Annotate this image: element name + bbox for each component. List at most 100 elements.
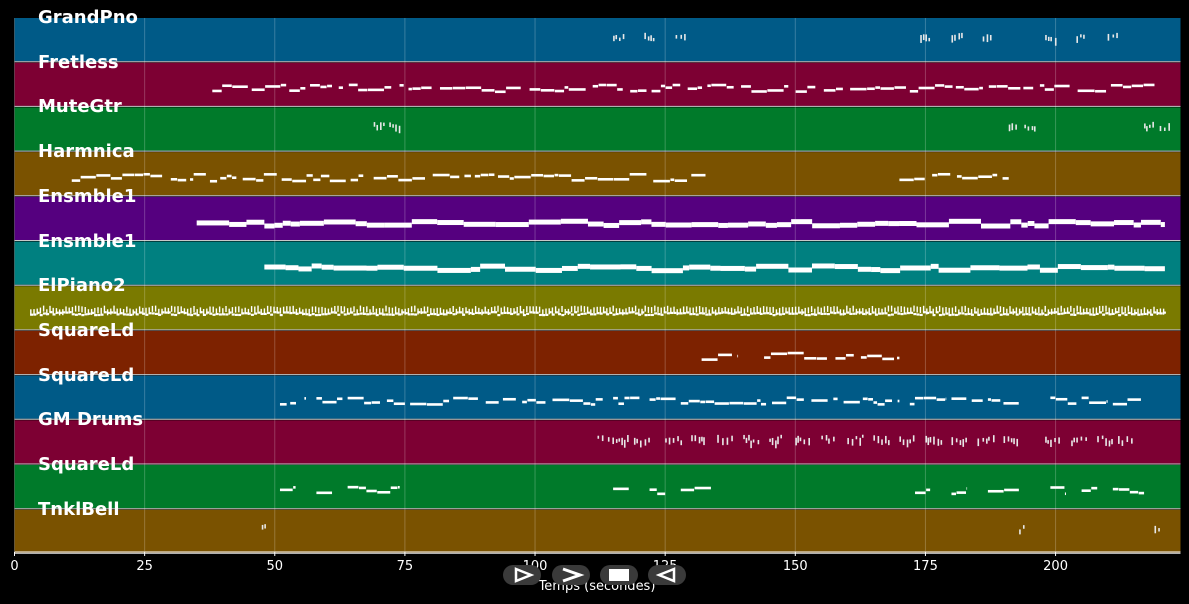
note — [743, 308, 746, 315]
note — [622, 312, 626, 315]
note — [756, 306, 758, 313]
play-outline-button[interactable] — [503, 565, 541, 585]
note — [516, 313, 520, 316]
note — [1050, 36, 1052, 42]
note — [322, 400, 337, 404]
note — [933, 436, 935, 445]
note — [1010, 438, 1013, 443]
note — [244, 312, 248, 315]
note — [238, 306, 240, 313]
note — [753, 307, 755, 314]
note — [542, 314, 546, 317]
note — [794, 312, 798, 315]
note — [94, 307, 96, 314]
note — [465, 86, 482, 90]
note — [846, 353, 854, 357]
note — [212, 89, 222, 93]
note — [1149, 124, 1151, 128]
note — [333, 265, 367, 271]
rewind-button[interactable] — [648, 565, 686, 585]
note — [474, 306, 477, 313]
note — [494, 311, 498, 314]
note — [452, 86, 466, 90]
note — [586, 306, 589, 313]
note — [449, 308, 451, 315]
note — [391, 307, 394, 314]
note — [350, 311, 354, 314]
note — [1077, 89, 1095, 93]
note — [263, 312, 267, 316]
note — [686, 306, 688, 313]
note — [164, 307, 166, 314]
note — [347, 485, 359, 489]
note — [851, 438, 854, 446]
track-label: Harmnica — [38, 141, 135, 163]
note — [305, 313, 309, 316]
note — [620, 264, 637, 270]
note — [1124, 307, 1126, 314]
note — [193, 312, 197, 315]
note — [487, 309, 490, 316]
note — [81, 313, 85, 317]
note — [922, 34, 925, 41]
note — [174, 306, 176, 313]
note — [1076, 305, 1078, 312]
note — [320, 174, 330, 178]
note — [795, 90, 807, 93]
stop-icon — [609, 569, 629, 581]
note — [497, 313, 501, 317]
note — [1108, 440, 1111, 447]
note — [126, 313, 130, 316]
note — [417, 311, 421, 314]
note — [884, 307, 886, 314]
note — [1146, 311, 1150, 314]
note — [1137, 308, 1139, 315]
note — [558, 174, 572, 177]
note — [983, 307, 986, 314]
note — [36, 308, 38, 315]
note — [890, 305, 893, 312]
note — [246, 219, 265, 225]
note — [423, 311, 427, 314]
note — [494, 306, 496, 313]
note — [1027, 221, 1035, 227]
x-tick-label: 25 — [136, 559, 153, 574]
note — [651, 221, 666, 227]
note — [480, 263, 506, 269]
note — [653, 179, 670, 183]
note — [327, 84, 333, 88]
note — [881, 312, 885, 315]
note — [810, 306, 813, 313]
note — [902, 439, 905, 446]
note — [1079, 312, 1083, 315]
note — [852, 305, 854, 312]
note — [543, 174, 554, 178]
note — [1050, 486, 1065, 489]
note — [897, 312, 901, 315]
note — [631, 307, 634, 314]
note — [308, 313, 312, 317]
note — [384, 222, 412, 228]
note — [689, 264, 711, 270]
note — [956, 175, 962, 178]
note — [1118, 314, 1122, 317]
note — [321, 306, 323, 313]
note — [55, 311, 59, 314]
note — [1027, 126, 1030, 131]
note — [1050, 396, 1056, 400]
note — [170, 178, 178, 181]
note — [494, 90, 506, 94]
note — [209, 306, 211, 313]
note — [750, 312, 754, 315]
note — [254, 306, 256, 313]
note — [1089, 308, 1091, 315]
note — [1034, 223, 1049, 229]
note — [756, 311, 760, 315]
stop-button[interactable] — [600, 565, 638, 585]
note — [377, 490, 391, 494]
note — [974, 307, 976, 314]
note — [760, 402, 767, 406]
play-button[interactable] — [552, 565, 590, 585]
note — [726, 85, 734, 89]
note — [628, 311, 632, 314]
